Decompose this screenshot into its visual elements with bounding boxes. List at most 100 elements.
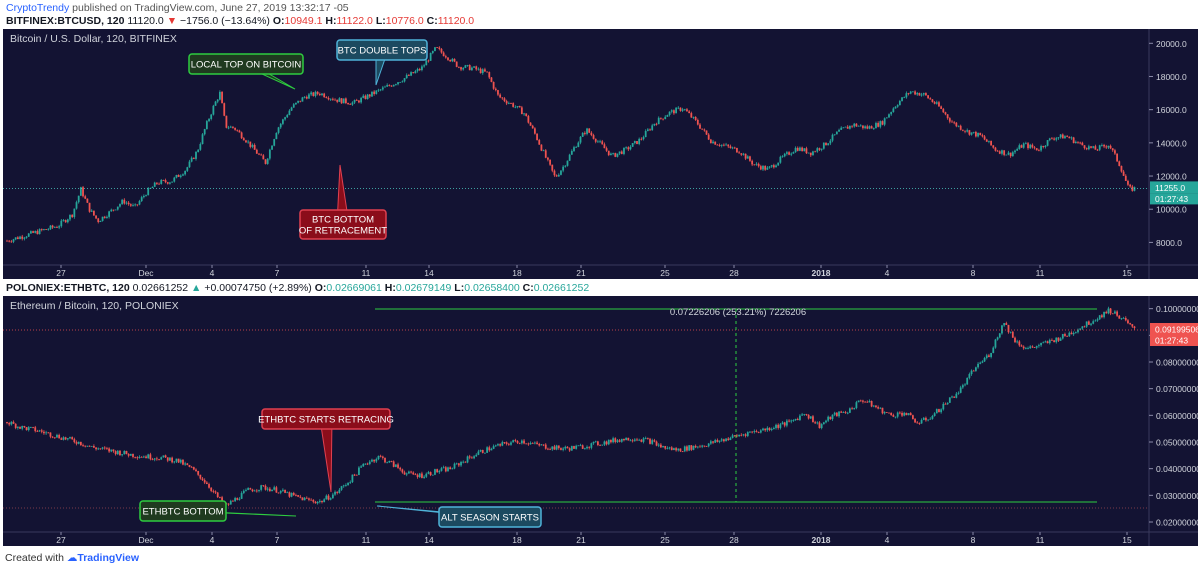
x-tick-label: 8 — [971, 535, 976, 545]
candle-body — [872, 128, 875, 130]
candle-body — [188, 161, 191, 168]
candle-body — [775, 165, 777, 168]
candle-body — [918, 92, 921, 96]
candle-body — [132, 204, 134, 206]
candle-body — [449, 59, 452, 62]
candle-body — [610, 153, 612, 156]
candle-body — [896, 412, 899, 417]
publisher-name[interactable]: CryptoTrendy — [6, 2, 70, 14]
candle-body — [375, 459, 378, 462]
candle-body — [523, 113, 525, 115]
candle-body — [549, 449, 552, 451]
candle-body — [868, 401, 871, 403]
candle-body — [138, 201, 141, 205]
candle-body — [755, 431, 758, 433]
candle-body — [642, 438, 645, 442]
candle-body — [1103, 144, 1105, 147]
candle-body — [551, 164, 554, 171]
candle-body — [527, 116, 530, 123]
candle-body — [318, 93, 321, 96]
candle-body — [36, 231, 39, 235]
eth-chart-panel[interactable]: 0.100000000.090000000.080000000.07000000… — [3, 296, 1198, 546]
candle-body — [699, 446, 701, 448]
candle-body — [397, 82, 399, 85]
candle-body — [492, 81, 495, 89]
candle-body — [221, 497, 223, 502]
candle-body — [177, 174, 180, 177]
candle-body — [790, 153, 793, 155]
candle-body — [727, 438, 730, 441]
candle-body — [527, 443, 530, 445]
candle-body — [651, 125, 654, 131]
candle-body — [316, 91, 319, 94]
candle-body — [292, 492, 295, 495]
candle-body — [412, 472, 415, 475]
candle-body — [27, 427, 30, 431]
candle-body — [99, 448, 102, 450]
eth-close: 0.02661252 — [533, 282, 590, 294]
x-tick-label: 11 — [1036, 268, 1045, 278]
tradingview-link[interactable]: TradingView — [77, 552, 140, 564]
callout-alt-season-label: ALT SEASON STARTS — [441, 513, 539, 524]
candle-body — [403, 472, 406, 475]
candle-body — [1087, 146, 1090, 150]
x-tick-label: 2018 — [812, 268, 831, 278]
candle-body — [866, 401, 869, 403]
candle-body — [1118, 315, 1121, 319]
candle-body — [766, 427, 769, 431]
candle-body — [155, 182, 158, 184]
candle-body — [564, 446, 567, 449]
candle-body — [58, 434, 61, 439]
candle-body — [979, 362, 982, 364]
candle-body — [1105, 146, 1108, 148]
btc-chart-svg[interactable]: 20000.0 18000.0 16000.0 14000.0 12000.0 10000… — [3, 29, 1198, 279]
candle-body — [1083, 326, 1086, 328]
candle-body — [1116, 311, 1119, 316]
candle-body — [1051, 339, 1053, 341]
candle-body — [812, 151, 814, 156]
btc-chart-panel[interactable]: 20000.0 18000.0 16000.0 14000.0 12000.0 10000… — [3, 29, 1198, 279]
candle-body — [169, 457, 171, 461]
y-tick-label: 0.03000000 — [1156, 491, 1198, 501]
eth-chart-svg[interactable]: 0.100000000.090000000.080000000.07000000… — [3, 296, 1198, 546]
candle-body — [712, 441, 714, 443]
candle-body — [353, 474, 356, 476]
candle-body — [1114, 311, 1116, 314]
candle-body — [835, 131, 838, 135]
candle-body — [253, 490, 256, 492]
btc-chart-title: Bitcoin / U.S. Dollar, 120, BITFINEX — [10, 33, 177, 45]
candle-body — [277, 492, 280, 494]
candle-body — [664, 116, 667, 120]
candle-body — [153, 458, 156, 460]
candle-body — [425, 60, 428, 66]
candle-body — [1037, 150, 1040, 152]
btc-low: 10776.0 — [385, 15, 424, 27]
candle-body — [153, 182, 156, 187]
candle-body — [1085, 321, 1088, 327]
candle-body — [251, 489, 254, 492]
candle-body — [657, 117, 660, 125]
candle-body — [323, 499, 326, 503]
candle-body — [453, 58, 456, 62]
candle-body — [655, 123, 658, 125]
candle-body — [705, 446, 708, 447]
candle-body — [725, 438, 727, 442]
candle-body — [985, 355, 988, 358]
candle-body — [851, 125, 853, 127]
candle-body — [142, 456, 145, 458]
candle-body — [590, 443, 593, 448]
candle-body — [1029, 346, 1032, 349]
candle-body — [49, 225, 52, 230]
candle-body — [19, 426, 21, 429]
candle-body — [1031, 144, 1034, 148]
candle-body — [822, 422, 825, 425]
candle-body — [8, 240, 11, 242]
candle-body — [588, 446, 591, 448]
candle-body — [488, 447, 491, 451]
candle-body — [510, 103, 512, 104]
candle-body — [592, 135, 595, 139]
candle-body — [848, 125, 851, 129]
candle-body — [145, 456, 147, 459]
candle-body — [929, 98, 932, 100]
candle-body — [210, 487, 213, 491]
